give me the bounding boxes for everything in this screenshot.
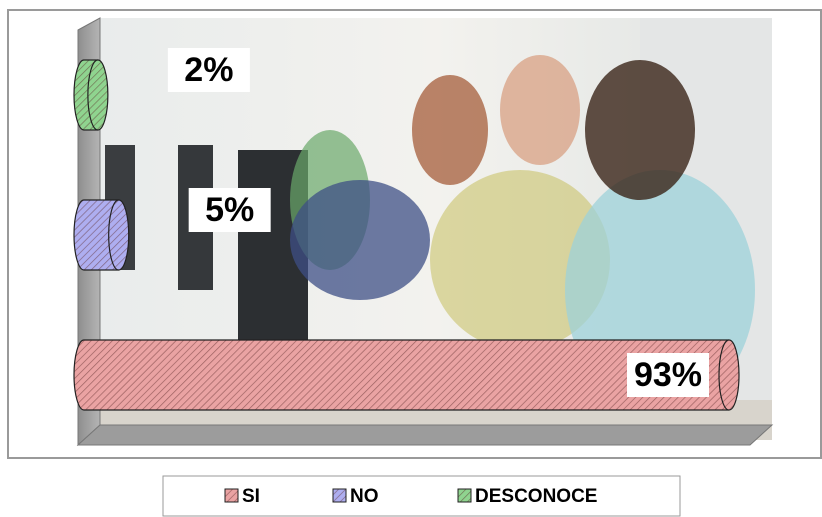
bar bbox=[73, 59, 109, 131]
value-label-box bbox=[188, 188, 271, 232]
bar bbox=[73, 199, 130, 271]
legend-swatch bbox=[332, 488, 347, 503]
value-label: 2% bbox=[184, 51, 233, 89]
bar-body bbox=[84, 340, 729, 410]
bar bbox=[73, 339, 740, 411]
value-label: 93% bbox=[634, 356, 702, 394]
value-label-box bbox=[167, 48, 250, 92]
legend bbox=[162, 475, 681, 517]
legend-swatch bbox=[224, 488, 239, 503]
bar-start bbox=[73, 339, 85, 411]
legend-swatch bbox=[457, 488, 472, 503]
legend-label: DESCONOCE bbox=[475, 486, 597, 507]
legend-label: NO bbox=[350, 486, 379, 507]
legend-items: SI NO DESCONOCE bbox=[224, 486, 597, 507]
legend-label: SI bbox=[242, 486, 260, 507]
floor bbox=[76, 424, 774, 446]
bar-end bbox=[87, 59, 109, 131]
bar-end bbox=[718, 339, 740, 411]
bar-end bbox=[108, 199, 130, 271]
bar-start bbox=[73, 199, 85, 271]
value-label-box bbox=[627, 353, 709, 397]
bar-start bbox=[73, 59, 85, 131]
value-label: 5% bbox=[205, 191, 254, 229]
